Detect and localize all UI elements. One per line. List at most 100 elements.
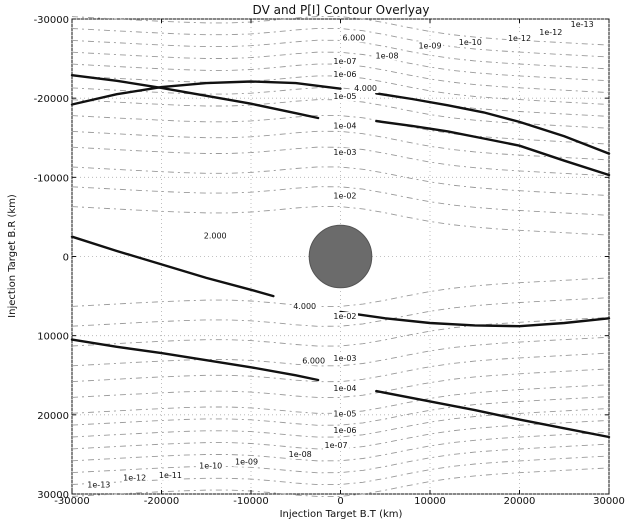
contour-label-21: 1e-06 [333,426,356,435]
contour-label-bg-4 [352,84,379,94]
contour-label-1: 1e-07 [333,57,356,66]
contour-label-28: 1e-13 [87,481,110,490]
contour-label-bg-9 [537,27,564,37]
contour-label-bg-16 [331,312,358,322]
prob-contour-line-lower-11 [71,443,610,474]
contour-label-bg-21 [331,426,358,436]
dv-contour-line-1 [70,73,320,120]
prob-contour-line-upper-2 [71,39,610,70]
prob-contour-line-lower-0 [71,277,610,307]
contour-label-18: 1e-03 [333,354,356,363]
contour-label-19: 1e-04 [333,384,356,393]
contour-label-bg-6 [417,41,443,51]
x-tick-label-5: 20000 [504,496,536,507]
contour-label-16: 1e-02 [333,312,356,321]
x-tick-label-6: 30000 [593,496,625,507]
contour-label-bg-13 [331,191,358,201]
contour-label-8: 1e-12 [508,34,531,43]
contour-label-bg-2 [331,69,358,79]
contour-label-bg-14 [202,231,229,241]
contour-label-bg-7 [457,38,484,48]
prob-contour-line-upper-1 [71,27,610,58]
y-axis-label: Injection Target B.R (km) [7,194,18,318]
central-body [308,224,373,289]
contour-label-7: 1e-10 [459,38,482,47]
contour-label-bg-26 [157,471,184,481]
contour-label-12: 1e-03 [333,148,356,157]
contour-label-9: 1e-12 [539,28,562,37]
dv-contour-line-2 [375,92,611,155]
contour-label-bg-23 [287,449,314,459]
contour-label-bg-8 [506,34,533,44]
contour-label-6: 1e-09 [418,41,441,50]
contour-label-bg-5 [374,51,401,61]
contour-label-14: 2.000 [204,231,227,240]
prob-contour-line-lower-5 [71,368,610,398]
dv-contours [70,73,611,439]
x-axis-label: Injection Target B.T (km) [280,509,403,520]
prob-contour-line-upper-6 [71,87,610,117]
x-tick-label-4: 10000 [414,496,446,507]
contour-label-4: 4.000 [354,84,377,93]
contour-label-23: 1e-08 [289,450,312,459]
prob-contour-line-upper-7 [71,99,610,129]
contour-label-10: 1e-13 [571,20,594,29]
y-tick-label-0: -30000 [34,15,69,26]
dv-contour-line-0 [70,80,342,106]
contour-label-13: 1e-02 [333,192,356,201]
prob-contour-line-lower-3 [71,336,610,367]
contour-label-bg-27 [121,473,148,483]
probability-contours [71,16,610,497]
x-tick-label-3: 0 [337,496,343,507]
y-tick-label-5: 20000 [37,411,69,422]
prob-contour-line-upper-11 [71,166,610,196]
dv-contour-line-4 [70,235,275,298]
dv-contour-line-5 [339,310,611,328]
prob-contour-line-upper-9 [71,130,610,161]
contour-label-3: 1e-05 [333,92,356,101]
x-tick-label-1: -20000 [144,496,179,507]
contour-label-bg-18 [331,354,358,363]
x-tick-label-0: -30000 [54,496,89,507]
prob-contour-line-lower-13 [71,467,610,497]
contour-label-bg-20 [331,409,358,419]
contour-label-bg-0 [340,33,367,43]
y-axis-ticks: -30000 -20000 -10000 0 10000 20000 30000 [34,15,609,501]
contour-label-bg-24 [233,457,260,467]
contour-label-bg-1 [331,57,358,67]
contour-label-bg-11 [331,121,358,131]
contour-label-bg-10 [569,19,596,29]
dv-contour-line-7 [375,389,611,439]
prob-contour-line-lower-7 [71,396,610,426]
contour-label-bg-15 [291,301,318,311]
contour-label-bg-19 [331,384,358,394]
contour-label-24: 1e-09 [235,458,258,467]
dv-contour-line-6 [70,338,320,382]
contour-label-0: 6.000 [342,33,365,42]
prob-contour-line-lower-1 [71,297,610,327]
prob-contour-line-upper-8 [71,115,610,145]
y-tick-label-1: -20000 [34,94,69,105]
contour-label-bg-22 [323,441,350,451]
prob-contour-line-upper-13 [71,206,610,236]
chart-title: DV and P[I] Contour Overlyay [253,3,430,17]
contour-label-15: 4.000 [293,302,316,311]
contour-label-bg-3 [331,91,358,101]
contour-label-26: 1e-11 [159,471,182,480]
contour-label-2: 1e-06 [333,70,356,79]
contour-label-5: 1e-08 [376,52,399,61]
prob-contour-line-upper-5 [71,75,610,105]
prob-contour-line-upper-3 [71,51,610,82]
y-tick-label-4: 10000 [37,332,69,343]
contour-label-bg-25 [197,461,224,471]
y-tick-label-2: -10000 [34,173,69,184]
prob-contour-line-lower-4 [71,352,610,383]
contour-label-27: 1e-12 [123,474,146,483]
contour-label-11: 1e-04 [333,121,356,130]
prob-contour-line-upper-10 [71,146,610,177]
dv-contour-line-3 [375,119,611,177]
prob-contour-line-lower-12 [71,455,610,486]
